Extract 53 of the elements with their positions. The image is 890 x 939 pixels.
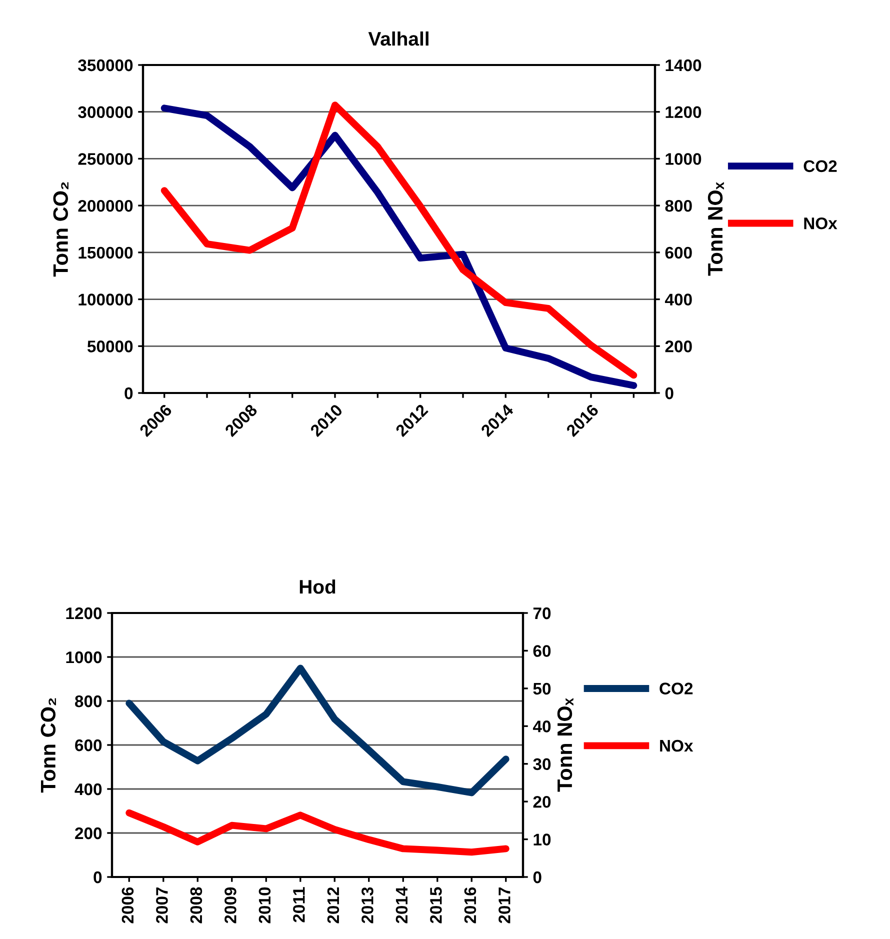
y2-tick-label: 400 (664, 294, 692, 306)
chart-title: Hod (300, 579, 336, 594)
x-tick-label: 2013 (362, 887, 374, 924)
y-tick-label: 300000 (78, 106, 133, 118)
y2-tick-label: 800 (665, 200, 692, 212)
y-tick-label: 150000 (78, 246, 133, 259)
y-tick-label: 0 (94, 871, 102, 884)
y-tick-label: 200 (75, 827, 102, 840)
y-tick-label: 0 (124, 387, 133, 400)
legend-label: CO2 (804, 160, 837, 172)
y-axis-title: Tonn CO₂ (40, 698, 56, 793)
x-tick-label: 2010 (258, 887, 271, 924)
y2-axis-title: Tonn NOₓ (708, 182, 724, 276)
y2-tick-label: 0 (533, 871, 542, 884)
y-tick-label: 1200 (66, 607, 102, 620)
x-tick-label: 2011 (293, 887, 305, 922)
legend-label: NOx (804, 217, 838, 230)
y2-axis-title: Tonn NOₓ (557, 698, 574, 792)
y-tick-label: 350000 (78, 59, 133, 72)
y2-tick-label: 0 (665, 387, 674, 400)
y2-tick-label: 200 (665, 340, 692, 352)
y2-tick-label: 20 (533, 796, 551, 808)
y-tick-label: 1000 (66, 651, 102, 664)
legend-label: CO2 (660, 682, 693, 694)
x-tick-label: 2015 (430, 887, 442, 924)
y-tick-label: 600 (75, 739, 102, 752)
y2-tick-label: 40 (532, 720, 551, 732)
y2-tick-label: 1400 (666, 59, 702, 72)
x-tick-label: 2016 (464, 887, 476, 924)
x-tick-label: 2008 (190, 887, 202, 924)
x-tick-label: 2009 (224, 887, 236, 924)
y2-tick-label: 600 (665, 246, 692, 259)
y2-tick-label: 70 (533, 607, 551, 620)
y2-tick-label: 30 (533, 758, 551, 770)
x-tick-label: 2017 (498, 887, 510, 924)
y2-tick-label: 60 (533, 645, 551, 657)
y-tick-label: 50000 (87, 340, 133, 352)
y2-tick-label: 1000 (666, 153, 702, 165)
y-tick-label: 800 (75, 695, 102, 708)
x-tick-label: 2014 (396, 886, 408, 924)
y-tick-label: 200000 (78, 200, 133, 212)
y2-tick-label: 50 (533, 682, 551, 695)
y-tick-label: 100000 (78, 294, 133, 306)
y-tick-label: 400 (74, 783, 102, 796)
y2-tick-label: 1200 (666, 106, 702, 118)
chart-title: Valhall (368, 31, 428, 46)
x-tick-label: 2012 (327, 887, 340, 924)
x-tick-label: 2007 (156, 887, 168, 924)
y-axis-title: Tonn CO₂ (53, 182, 68, 277)
legend-label: NOx (660, 740, 694, 752)
y-tick-label: 250000 (78, 153, 133, 165)
y2-tick-label: 10 (534, 834, 551, 846)
x-tick-label: 2006 (122, 887, 134, 924)
